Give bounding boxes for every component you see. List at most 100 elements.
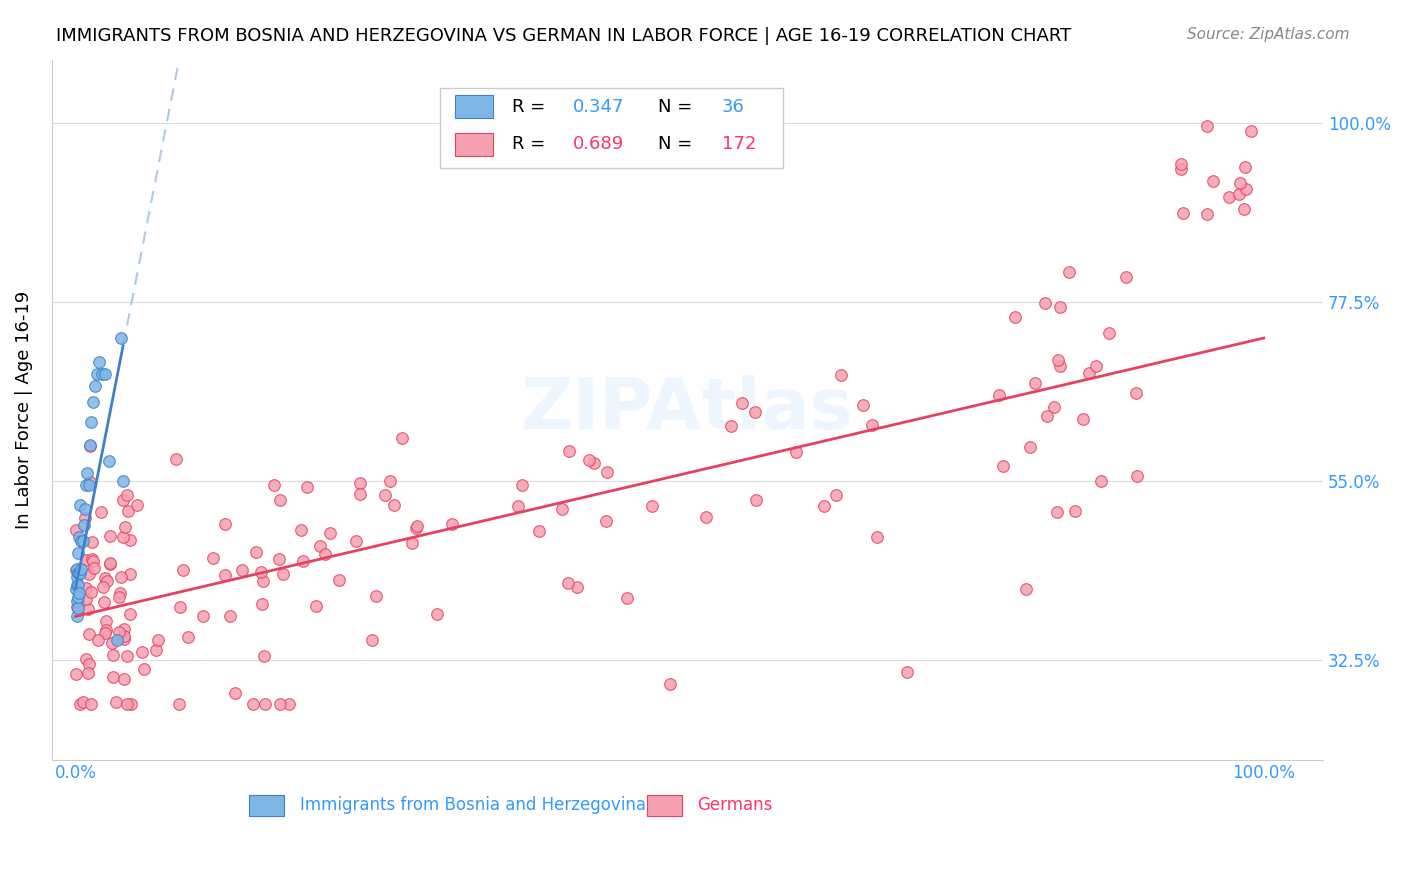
Point [66,590,89,604]
Point [1018,440,1040,454]
Point [110,331,132,345]
Point [269,697,291,711]
Point [557,444,579,458]
Point [89,355,111,369]
Point [852,398,875,412]
FancyBboxPatch shape [440,87,783,168]
Point [93,595,115,609]
Point [269,552,291,566]
Point [292,554,315,568]
Point [271,567,294,582]
Point [508,499,530,513]
Point [349,476,371,491]
Point [75,510,97,524]
Point [73,518,96,533]
Point [1170,157,1192,171]
Point [110,570,132,584]
Point [105,695,128,709]
Point [361,633,384,648]
Y-axis label: In Labor Force | Age 16-19: In Labor Force | Age 16-19 [15,291,32,529]
Point [91,580,114,594]
Text: Immigrants from Bosnia and Herzegovina: Immigrants from Bosnia and Herzegovina [299,797,645,814]
Point [374,488,396,502]
Point [278,697,301,711]
Point [866,530,889,544]
Point [107,590,129,604]
Point [77,602,100,616]
Point [67,585,90,599]
Point [66,566,89,580]
Point [252,574,274,589]
Point [214,517,236,532]
Point [1227,187,1250,202]
Point [65,582,87,596]
Point [406,518,429,533]
Point [94,615,117,629]
Point [1201,174,1223,188]
Point [97,454,120,468]
Point [86,367,108,381]
Point [118,567,141,582]
Point [616,591,638,606]
Point [77,627,100,641]
Point [146,633,169,648]
Point [318,526,340,541]
Text: 172: 172 [721,136,756,153]
Point [80,535,103,549]
Point [405,521,427,535]
Point [1236,182,1258,196]
Point [401,536,423,550]
Point [305,599,328,613]
Point [426,607,449,621]
Point [441,516,464,531]
Point [512,477,534,491]
Point [70,533,93,548]
Point [75,592,97,607]
Point [120,607,142,621]
Point [263,478,285,492]
Point [120,697,142,711]
Point [1047,353,1070,368]
Point [860,417,883,432]
Point [76,467,98,481]
Point [1043,400,1066,414]
Point [66,562,89,576]
Point [77,478,100,492]
Point [253,697,276,711]
Point [744,404,766,418]
Point [145,642,167,657]
Text: 0.689: 0.689 [574,136,624,153]
Point [69,697,91,711]
Point [695,509,717,524]
Point [565,580,588,594]
Point [896,665,918,679]
Point [991,458,1014,473]
Point [731,395,754,409]
Point [744,493,766,508]
Point [1218,190,1240,204]
Point [66,593,89,607]
Point [641,499,664,513]
Point [108,585,131,599]
Point [132,662,155,676]
Point [785,445,807,459]
Point [75,581,97,595]
Point [1098,326,1121,340]
Point [165,451,187,466]
Point [582,456,605,470]
Point [1057,265,1080,279]
Point [65,523,87,537]
Point [1126,468,1149,483]
Point [988,388,1011,402]
Text: N =: N = [658,136,699,153]
Point [245,545,267,559]
Point [1064,504,1087,518]
Point [87,633,110,648]
Point [250,565,273,579]
Point [1036,409,1059,423]
Point [117,504,139,518]
Text: R =: R = [512,97,551,116]
Point [1229,176,1251,190]
Point [73,502,96,516]
Point [115,697,138,711]
